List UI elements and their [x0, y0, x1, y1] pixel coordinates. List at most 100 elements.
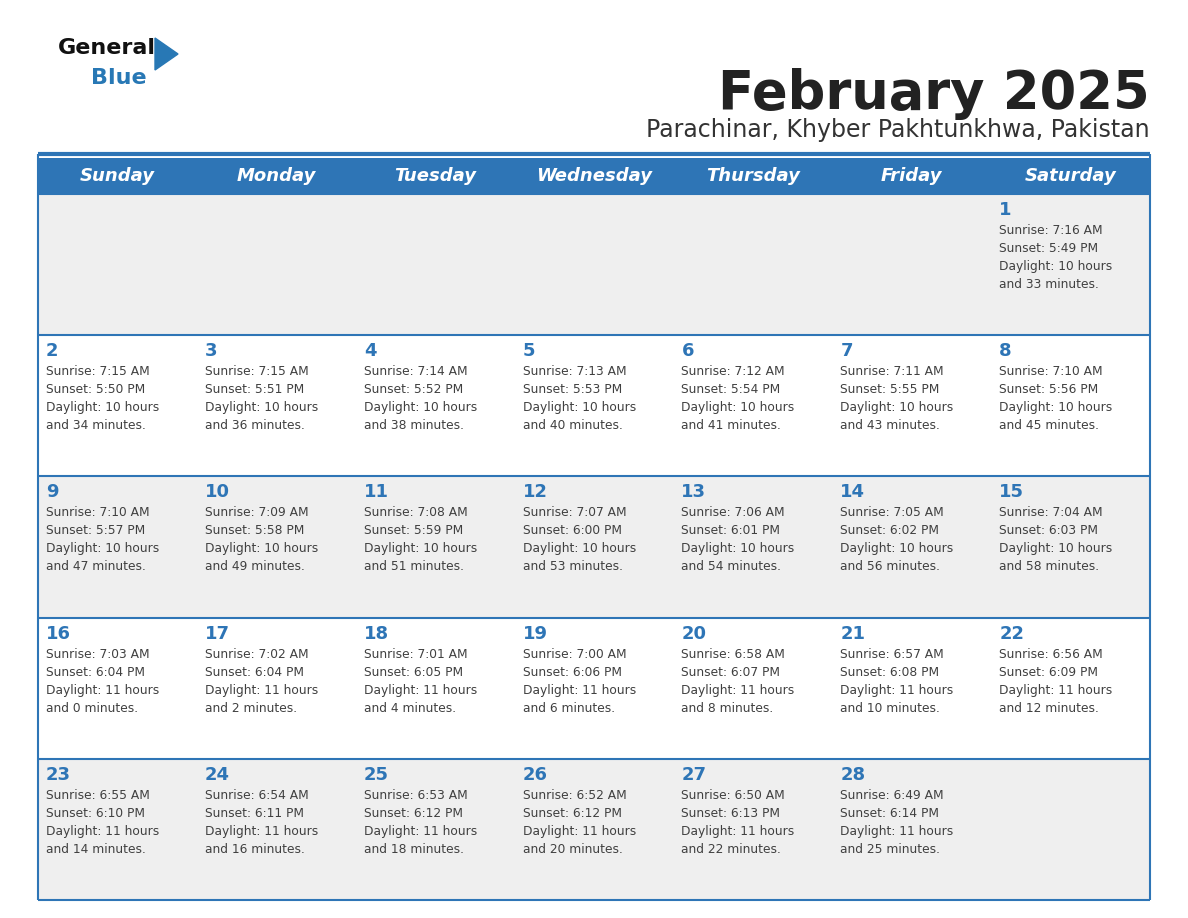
Text: Sunrise: 7:01 AM: Sunrise: 7:01 AM	[364, 647, 467, 661]
Text: Sunset: 6:08 PM: Sunset: 6:08 PM	[840, 666, 940, 678]
Bar	[38, 158, 197, 194]
Text: 24: 24	[204, 766, 229, 784]
Text: Sunrise: 7:04 AM: Sunrise: 7:04 AM	[999, 507, 1102, 520]
Bar	[674, 759, 833, 900]
Text: and 54 minutes.: and 54 minutes.	[682, 560, 782, 574]
Text: Daylight: 11 hours: Daylight: 11 hours	[204, 824, 318, 838]
Text: Daylight: 10 hours: Daylight: 10 hours	[46, 543, 159, 555]
Bar	[38, 194, 197, 335]
Text: Sunrise: 7:11 AM: Sunrise: 7:11 AM	[840, 365, 944, 378]
Text: 7: 7	[840, 342, 853, 360]
Text: and 16 minutes.: and 16 minutes.	[204, 843, 305, 856]
Text: Daylight: 11 hours: Daylight: 11 hours	[364, 684, 476, 697]
Text: Sunrise: 7:14 AM: Sunrise: 7:14 AM	[364, 365, 467, 378]
Text: Daylight: 10 hours: Daylight: 10 hours	[46, 401, 159, 414]
Text: Thursday: Thursday	[706, 167, 800, 185]
Text: and 49 minutes.: and 49 minutes.	[204, 560, 305, 574]
Text: 26: 26	[523, 766, 548, 784]
Text: 5: 5	[523, 342, 535, 360]
Text: Daylight: 10 hours: Daylight: 10 hours	[204, 401, 318, 414]
Bar	[514, 158, 674, 194]
Text: Daylight: 10 hours: Daylight: 10 hours	[523, 401, 636, 414]
Text: Sunrise: 7:02 AM: Sunrise: 7:02 AM	[204, 647, 309, 661]
Text: 17: 17	[204, 624, 229, 643]
Text: Sunset: 5:55 PM: Sunset: 5:55 PM	[840, 383, 940, 397]
Text: Sunrise: 7:10 AM: Sunrise: 7:10 AM	[999, 365, 1102, 378]
Text: and 8 minutes.: and 8 minutes.	[682, 701, 773, 714]
Text: 1: 1	[999, 201, 1012, 219]
Text: Sunset: 6:11 PM: Sunset: 6:11 PM	[204, 807, 304, 820]
Text: and 10 minutes.: and 10 minutes.	[840, 701, 940, 714]
Text: Daylight: 11 hours: Daylight: 11 hours	[840, 824, 954, 838]
Text: Sunrise: 7:15 AM: Sunrise: 7:15 AM	[204, 365, 309, 378]
Bar	[514, 476, 674, 618]
Text: Sunset: 6:00 PM: Sunset: 6:00 PM	[523, 524, 621, 537]
Text: and 56 minutes.: and 56 minutes.	[840, 560, 940, 574]
Text: Daylight: 10 hours: Daylight: 10 hours	[840, 401, 954, 414]
Bar	[991, 158, 1150, 194]
Text: Daylight: 11 hours: Daylight: 11 hours	[999, 684, 1112, 697]
Text: 16: 16	[46, 624, 71, 643]
Text: 4: 4	[364, 342, 377, 360]
Bar	[991, 476, 1150, 618]
Text: 14: 14	[840, 484, 865, 501]
Text: Daylight: 10 hours: Daylight: 10 hours	[364, 401, 476, 414]
Text: and 4 minutes.: and 4 minutes.	[364, 701, 456, 714]
Text: Sunrise: 7:13 AM: Sunrise: 7:13 AM	[523, 365, 626, 378]
Text: Sunrise: 6:53 AM: Sunrise: 6:53 AM	[364, 789, 467, 801]
Text: Sunset: 5:50 PM: Sunset: 5:50 PM	[46, 383, 145, 397]
Text: Sunset: 6:01 PM: Sunset: 6:01 PM	[682, 524, 781, 537]
Text: Sunrise: 7:06 AM: Sunrise: 7:06 AM	[682, 507, 785, 520]
Bar	[674, 158, 833, 194]
Text: and 40 minutes.: and 40 minutes.	[523, 420, 623, 432]
Bar	[674, 194, 833, 335]
Text: Daylight: 10 hours: Daylight: 10 hours	[840, 543, 954, 555]
Text: 15: 15	[999, 484, 1024, 501]
Bar	[833, 335, 991, 476]
Text: Parachinar, Khyber Pakhtunkhwa, Pakistan: Parachinar, Khyber Pakhtunkhwa, Pakistan	[646, 118, 1150, 142]
Text: and 2 minutes.: and 2 minutes.	[204, 701, 297, 714]
Text: 6: 6	[682, 342, 694, 360]
Text: February 2025: February 2025	[719, 68, 1150, 120]
Text: and 41 minutes.: and 41 minutes.	[682, 420, 782, 432]
Bar	[991, 759, 1150, 900]
Bar	[674, 335, 833, 476]
Text: 9: 9	[46, 484, 58, 501]
Text: Sunrise: 7:05 AM: Sunrise: 7:05 AM	[840, 507, 944, 520]
Text: and 6 minutes.: and 6 minutes.	[523, 701, 614, 714]
Bar	[355, 476, 514, 618]
Polygon shape	[154, 38, 178, 70]
Text: Daylight: 11 hours: Daylight: 11 hours	[46, 684, 159, 697]
Text: 19: 19	[523, 624, 548, 643]
Text: Sunset: 6:07 PM: Sunset: 6:07 PM	[682, 666, 781, 678]
Text: and 58 minutes.: and 58 minutes.	[999, 560, 1099, 574]
Bar	[514, 759, 674, 900]
Bar	[514, 618, 674, 759]
Text: and 22 minutes.: and 22 minutes.	[682, 843, 782, 856]
Text: 21: 21	[840, 624, 865, 643]
Text: Daylight: 10 hours: Daylight: 10 hours	[523, 543, 636, 555]
Text: and 45 minutes.: and 45 minutes.	[999, 420, 1099, 432]
Text: and 47 minutes.: and 47 minutes.	[46, 560, 146, 574]
Text: Tuesday: Tuesday	[394, 167, 476, 185]
Text: and 25 minutes.: and 25 minutes.	[840, 843, 940, 856]
Text: and 36 minutes.: and 36 minutes.	[204, 420, 305, 432]
Text: Sunset: 5:59 PM: Sunset: 5:59 PM	[364, 524, 463, 537]
Text: 13: 13	[682, 484, 707, 501]
Bar	[355, 618, 514, 759]
Text: Daylight: 11 hours: Daylight: 11 hours	[523, 824, 636, 838]
Text: and 20 minutes.: and 20 minutes.	[523, 843, 623, 856]
Text: Sunset: 6:09 PM: Sunset: 6:09 PM	[999, 666, 1098, 678]
Text: Sunset: 5:54 PM: Sunset: 5:54 PM	[682, 383, 781, 397]
Text: Sunset: 5:53 PM: Sunset: 5:53 PM	[523, 383, 621, 397]
Text: Sunrise: 7:15 AM: Sunrise: 7:15 AM	[46, 365, 150, 378]
Text: Blue: Blue	[91, 68, 146, 88]
Text: Sunrise: 6:52 AM: Sunrise: 6:52 AM	[523, 789, 626, 801]
Text: Sunset: 6:12 PM: Sunset: 6:12 PM	[523, 807, 621, 820]
Text: and 53 minutes.: and 53 minutes.	[523, 560, 623, 574]
Text: Sunrise: 6:54 AM: Sunrise: 6:54 AM	[204, 789, 309, 801]
Text: Sunset: 5:57 PM: Sunset: 5:57 PM	[46, 524, 145, 537]
Text: Sunset: 6:06 PM: Sunset: 6:06 PM	[523, 666, 621, 678]
Text: Sunset: 5:51 PM: Sunset: 5:51 PM	[204, 383, 304, 397]
Text: Sunrise: 7:03 AM: Sunrise: 7:03 AM	[46, 647, 150, 661]
